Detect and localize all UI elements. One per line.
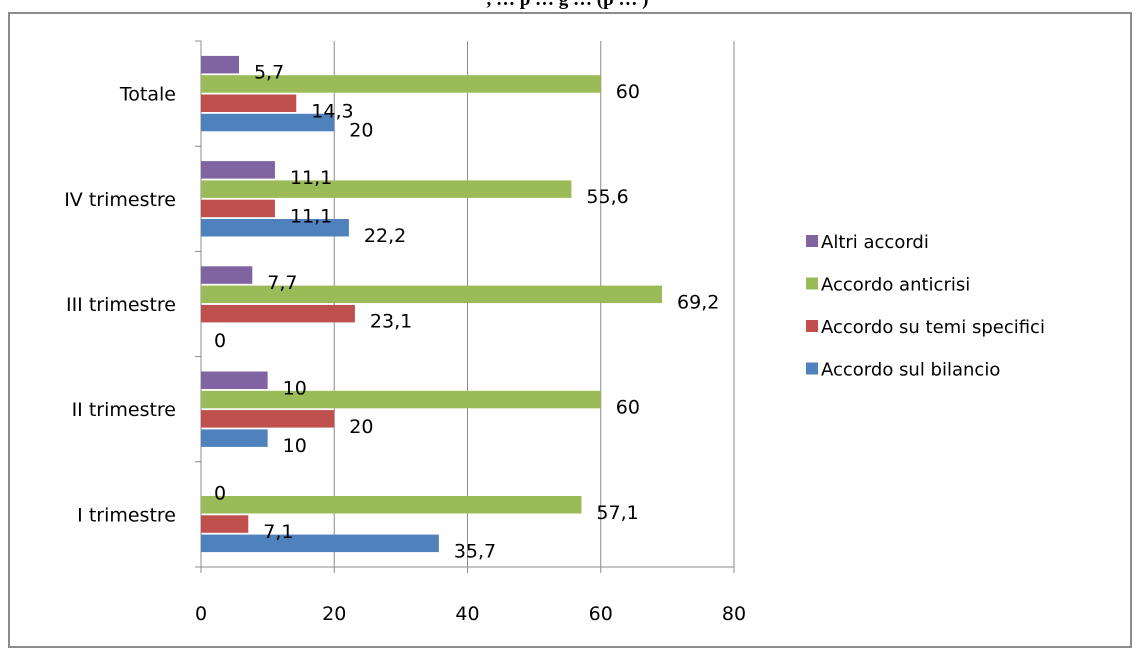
x-tick-label: 40 bbox=[455, 603, 479, 625]
data-label: 22,2 bbox=[364, 225, 406, 247]
data-label: 20 bbox=[349, 416, 373, 438]
legend-label: Altri accordi bbox=[821, 232, 929, 253]
x-tick-label: 80 bbox=[722, 603, 746, 625]
data-label: 11,1 bbox=[290, 167, 332, 189]
data-label: 14,3 bbox=[311, 100, 353, 122]
data-label: 7,1 bbox=[263, 521, 293, 543]
data-label: 7,7 bbox=[267, 272, 297, 294]
legend-swatch bbox=[806, 320, 818, 332]
legend-label: Accordo sul bilancio bbox=[821, 360, 1000, 381]
bar bbox=[201, 285, 663, 304]
category-label: III trimestre bbox=[66, 294, 176, 316]
legend-label: Accordo su temi specifici bbox=[821, 317, 1045, 338]
bar bbox=[201, 266, 253, 284]
data-label: 23,1 bbox=[370, 311, 412, 333]
bar bbox=[201, 180, 572, 198]
data-label: 0 bbox=[214, 330, 226, 352]
data-label: 55,6 bbox=[586, 186, 628, 208]
legend-swatch bbox=[806, 277, 818, 290]
data-label: 57,1 bbox=[596, 502, 638, 524]
legend-swatch bbox=[806, 362, 818, 375]
chart-title: , … p … g … (p … ) bbox=[0, 0, 1135, 11]
data-label: 10 bbox=[283, 435, 307, 457]
axes: 0 20 40 60 80 bbox=[195, 40, 746, 625]
bar bbox=[201, 304, 355, 323]
bars bbox=[201, 55, 663, 553]
x-tick-label: 0 bbox=[195, 603, 207, 625]
bar bbox=[201, 75, 601, 93]
bar bbox=[201, 161, 275, 179]
bar bbox=[201, 515, 249, 533]
data-label: 35,7 bbox=[454, 540, 496, 562]
bar bbox=[201, 219, 349, 237]
data-label: 60 bbox=[616, 397, 640, 419]
data-label: 60 bbox=[616, 81, 640, 103]
bar bbox=[201, 390, 601, 409]
legend-swatch bbox=[806, 235, 818, 247]
bar bbox=[201, 534, 439, 553]
data-label: 20 bbox=[349, 120, 373, 142]
bar bbox=[201, 199, 275, 218]
bar bbox=[201, 496, 582, 514]
category-label: Totale bbox=[119, 84, 176, 106]
category-label: II trimestre bbox=[72, 399, 176, 421]
data-label: 10 bbox=[283, 377, 307, 399]
category-label: IV trimestre bbox=[64, 189, 176, 211]
bar bbox=[201, 410, 335, 428]
bar bbox=[201, 55, 239, 74]
bar bbox=[201, 429, 268, 447]
category-label: I trimestre bbox=[77, 504, 176, 526]
bar bbox=[201, 94, 297, 112]
x-tick-label: 60 bbox=[589, 603, 613, 625]
chart-frame bbox=[8, 12, 1132, 648]
legend-label: Accordo anticrisi bbox=[821, 275, 970, 296]
bar bbox=[201, 113, 335, 132]
data-label: 69,2 bbox=[677, 291, 719, 313]
grid-lines bbox=[333, 41, 735, 567]
legend: Altri accordi Accordo anticrisi Accordo su… bbox=[806, 232, 1045, 381]
x-tick-label: 20 bbox=[322, 603, 346, 625]
data-label: 0 bbox=[214, 482, 226, 504]
data-label: 5,7 bbox=[254, 62, 284, 84]
bar bbox=[201, 371, 268, 389]
data-label: 11,1 bbox=[290, 205, 332, 227]
